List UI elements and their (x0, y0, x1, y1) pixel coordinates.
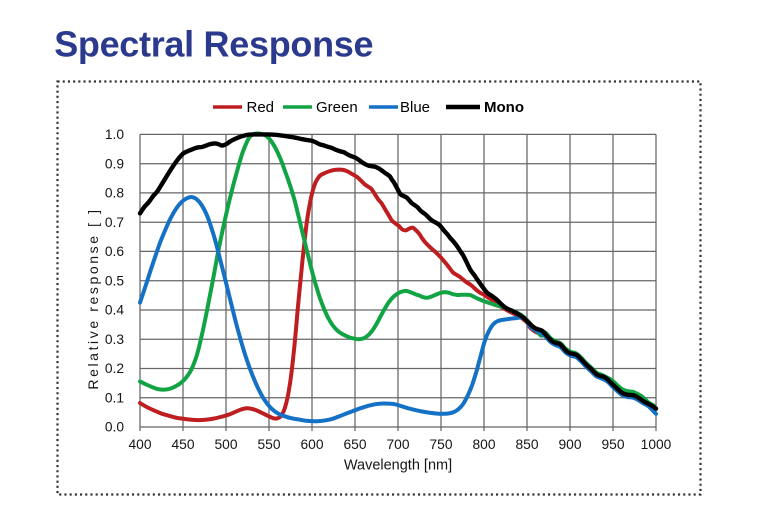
svg-text:0.3: 0.3 (105, 332, 125, 347)
svg-text:750: 750 (429, 437, 452, 452)
svg-text:Spectral Response: Spectral Response (54, 24, 373, 65)
svg-text:0.5: 0.5 (105, 273, 125, 288)
svg-text:0.2: 0.2 (105, 361, 124, 376)
svg-text:1.0: 1.0 (105, 127, 125, 142)
svg-text:650: 650 (343, 437, 366, 452)
svg-text:1000: 1000 (641, 437, 672, 452)
svg-text:0.1: 0.1 (105, 390, 124, 405)
svg-text:0.7: 0.7 (105, 215, 124, 230)
svg-text:950: 950 (601, 437, 624, 452)
svg-text:550: 550 (257, 437, 280, 452)
svg-text:0.9: 0.9 (105, 156, 125, 171)
svg-text:Wavelength [nm]: Wavelength [nm] (344, 458, 452, 474)
svg-text:Relative response [ ]: Relative response [ ] (85, 207, 101, 389)
svg-text:850: 850 (515, 437, 538, 452)
svg-text:450: 450 (171, 437, 194, 452)
svg-text:Red: Red (247, 99, 275, 116)
svg-text:500: 500 (214, 437, 237, 452)
svg-text:0.0: 0.0 (105, 420, 125, 435)
svg-text:700: 700 (386, 437, 409, 452)
svg-text:0.4: 0.4 (105, 303, 125, 318)
svg-text:Green: Green (316, 99, 358, 116)
svg-text:400: 400 (128, 437, 151, 452)
svg-text:Blue: Blue (400, 99, 430, 116)
svg-text:0.6: 0.6 (105, 244, 125, 259)
svg-text:600: 600 (300, 437, 323, 452)
svg-text:0.8: 0.8 (105, 186, 125, 201)
svg-text:800: 800 (472, 437, 495, 452)
svg-text:900: 900 (558, 437, 581, 452)
svg-text:Mono: Mono (484, 99, 524, 116)
